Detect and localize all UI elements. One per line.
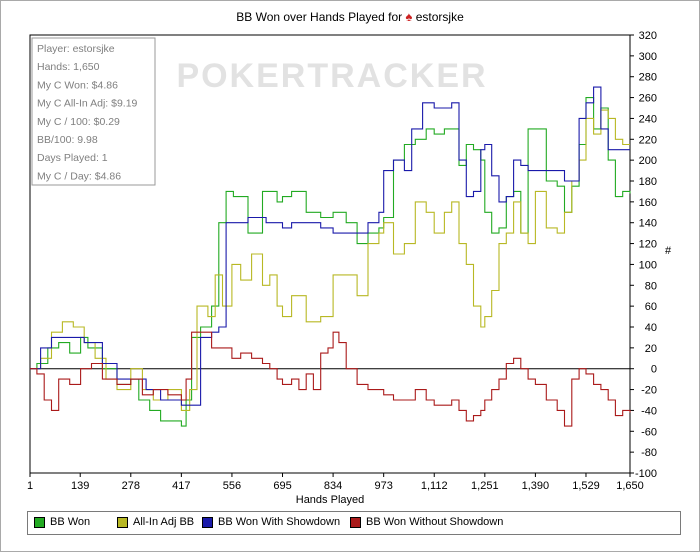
y-tick-label: 0	[651, 364, 657, 376]
y-tick-label: -40	[641, 405, 657, 417]
y-tick-label: 160	[639, 197, 657, 209]
chart-title-player: estorsjke	[415, 10, 464, 24]
stats-line: My C / 100: $0.29	[37, 116, 120, 128]
stats-line: My C / Day: $4.86	[37, 170, 121, 182]
stats-line: My C Won: $4.86	[37, 79, 118, 91]
y-tick-label: 320	[639, 30, 657, 42]
legend-swatch	[202, 516, 213, 528]
x-tick-label: 556	[223, 480, 241, 492]
legend-item: All-In Adj BB	[117, 516, 194, 528]
legend-item: BB Won	[34, 516, 90, 528]
stats-line: My C All-In Adj: $9.19	[37, 98, 138, 110]
x-tick-label: 1,390	[522, 480, 550, 492]
watermark-text: POKERTRACKER	[176, 57, 487, 95]
legend-swatch	[350, 516, 361, 528]
y-tick-label: 80	[645, 280, 657, 292]
y-tick-label: 300	[639, 51, 657, 63]
y-tick-label: 120	[639, 239, 657, 251]
x-tick-label: 834	[324, 480, 342, 492]
y-tick-label: -20	[641, 385, 657, 397]
chart-title-text: BB Won over Hands Played for	[236, 10, 403, 24]
y-tick-label: 60	[645, 301, 657, 313]
spade-icon: ♠	[405, 9, 413, 24]
y-tick-label: 280	[639, 72, 657, 84]
y-tick-label: 240	[639, 113, 657, 125]
legend: BB Won All-In Adj BB BB Won With Showdown B…	[27, 511, 681, 535]
x-tick-label: 695	[273, 480, 291, 492]
y-tick-label: 40	[645, 322, 657, 334]
x-tick-label: 1	[27, 480, 33, 492]
y-tick-label: 140	[639, 218, 657, 230]
stats-line: Days Played: 1	[37, 152, 108, 164]
legend-item: BB Won Without Showdown	[350, 516, 503, 528]
legend-label: All-In Adj BB	[133, 516, 195, 528]
y-axis-label: #	[665, 245, 672, 257]
legend-label: BB Won Without Showdown	[366, 516, 504, 528]
legend-swatch	[117, 516, 128, 528]
x-tick-label: 278	[122, 480, 140, 492]
x-tick-label: 1,112	[421, 480, 448, 492]
stats-line: Hands: 1,650	[37, 61, 100, 73]
y-tick-label: 20	[645, 343, 657, 355]
y-tick-label: 200	[639, 155, 657, 167]
x-tick-label: 1,650	[616, 480, 644, 492]
series-line-bb-won-without-showdown	[30, 331, 631, 427]
stats-box	[31, 37, 156, 186]
y-tick-label: -80	[641, 447, 657, 459]
x-tick-label: 417	[172, 480, 190, 492]
y-tick-label: -60	[641, 426, 657, 438]
stats-line: Player: estorsjke	[37, 43, 115, 55]
y-tick-label: 260	[639, 93, 657, 105]
x-tick-label: 1,529	[572, 480, 600, 492]
chart-title: BB Won over Hands Played for ♠ estorsjke	[0, 9, 700, 24]
x-tick-label: 139	[71, 480, 89, 492]
x-tick-label: 1,251	[471, 480, 499, 492]
x-axis-label: Hands Played	[296, 494, 365, 506]
y-tick-label: 180	[639, 176, 657, 188]
plot-area	[29, 34, 631, 474]
stats-line: BB/100: 9.98	[37, 134, 98, 146]
legend-label: BB Won	[50, 516, 91, 528]
y-tick-label: 100	[639, 259, 657, 271]
series-line-bb-won-with-showdown	[30, 86, 630, 406]
y-tick-label: 220	[639, 134, 657, 146]
x-tick-label: 973	[374, 480, 392, 492]
legend-swatch	[34, 516, 45, 528]
y-tick-label: -100	[635, 468, 657, 480]
legend-label: BB Won With Showdown	[218, 516, 341, 528]
legend-item: BB Won With Showdown	[202, 516, 340, 528]
